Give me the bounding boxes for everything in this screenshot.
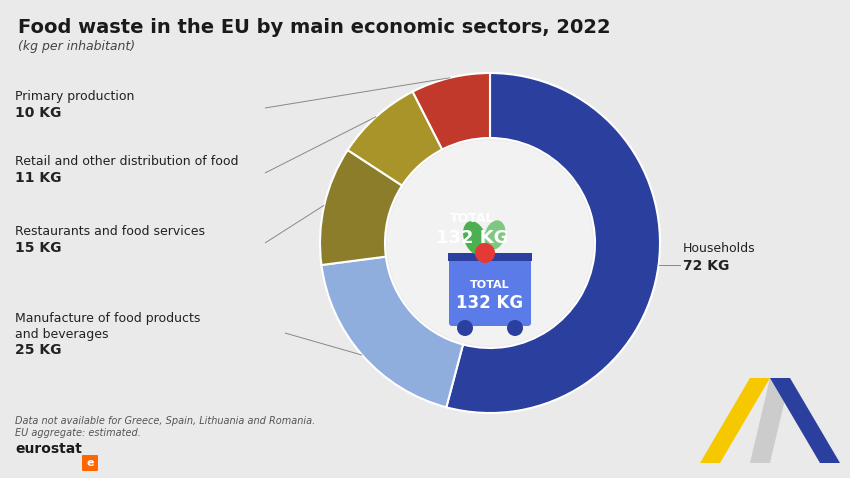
Wedge shape <box>412 73 490 150</box>
Circle shape <box>457 320 473 336</box>
Polygon shape <box>770 378 840 463</box>
Wedge shape <box>348 92 442 185</box>
Text: Restaurants and food services: Restaurants and food services <box>15 225 205 238</box>
Text: and beverages: and beverages <box>15 328 109 341</box>
Text: Primary production: Primary production <box>15 90 134 103</box>
Text: TOTAL: TOTAL <box>450 211 494 225</box>
Text: 132 KG: 132 KG <box>436 229 508 247</box>
Wedge shape <box>320 150 402 265</box>
Text: Manufacture of food products: Manufacture of food products <box>15 312 201 325</box>
Bar <box>448 253 532 261</box>
FancyBboxPatch shape <box>82 455 98 471</box>
Text: Retail and other distribution of food: Retail and other distribution of food <box>15 155 239 168</box>
Text: 10 KG: 10 KG <box>15 106 61 120</box>
FancyBboxPatch shape <box>449 255 531 326</box>
Ellipse shape <box>484 220 506 250</box>
Text: e: e <box>86 458 94 468</box>
Circle shape <box>475 243 495 263</box>
Text: 15 KG: 15 KG <box>15 241 61 255</box>
Polygon shape <box>700 378 770 463</box>
Circle shape <box>507 320 523 336</box>
Ellipse shape <box>463 221 487 255</box>
Text: Food waste in the EU by main economic sectors, 2022: Food waste in the EU by main economic se… <box>18 18 610 37</box>
Text: (kg per inhabitant): (kg per inhabitant) <box>18 40 135 53</box>
Wedge shape <box>321 257 463 407</box>
Text: EU aggregate: estimated.: EU aggregate: estimated. <box>15 428 141 438</box>
Text: 25 KG: 25 KG <box>15 343 61 357</box>
Text: 11 KG: 11 KG <box>15 171 61 185</box>
Text: Data not available for Greece, Spain, Lithuania and Romania.: Data not available for Greece, Spain, Li… <box>15 416 315 426</box>
Text: eurostat: eurostat <box>15 442 82 456</box>
Circle shape <box>387 140 593 346</box>
Text: 132 KG: 132 KG <box>456 294 524 312</box>
Text: 72 KG: 72 KG <box>683 259 729 273</box>
Text: Households: Households <box>683 242 756 255</box>
Wedge shape <box>446 73 660 413</box>
Text: TOTAL: TOTAL <box>470 280 510 290</box>
Polygon shape <box>750 378 790 463</box>
